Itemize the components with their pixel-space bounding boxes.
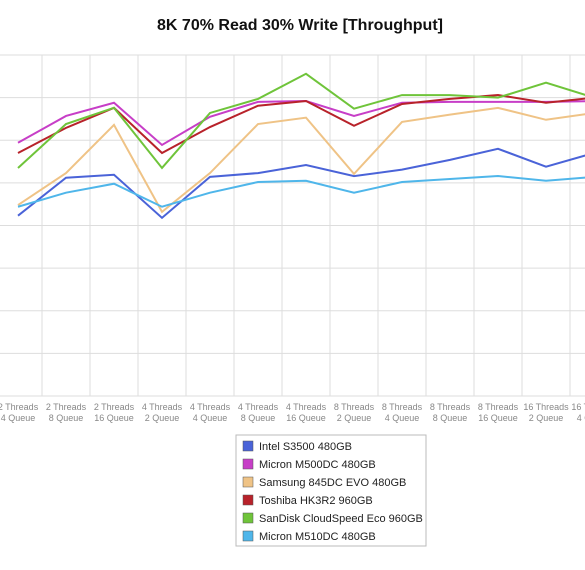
series-line bbox=[17, 147, 585, 220]
x-tick-label: 8 Threads 16 Queue bbox=[478, 402, 519, 423]
x-tick-line: 8 Queue bbox=[241, 413, 276, 423]
x-tick-label: 8 Threads 4 Queue bbox=[382, 402, 423, 423]
x-tick-line: 16 Threads bbox=[571, 402, 585, 412]
legend-label: Intel S3500 480GB bbox=[259, 441, 352, 453]
x-tick-line: 16 Queue bbox=[478, 413, 518, 423]
x-tick-line: 4 Threads bbox=[142, 402, 183, 412]
x-tick-line: 16 Threads bbox=[523, 402, 569, 412]
series-line bbox=[17, 72, 585, 170]
x-tick-line: 2 Queue bbox=[529, 413, 564, 423]
legend-swatch bbox=[242, 512, 254, 524]
legend-swatch bbox=[242, 476, 254, 488]
x-tick-label: 4 Threads 4 Queue bbox=[190, 402, 231, 423]
legend-label: Micron M500DC 480GB bbox=[259, 459, 376, 471]
legend-label: SanDisk CloudSpeed Eco 960GB bbox=[259, 513, 423, 525]
series-line bbox=[17, 175, 585, 208]
x-tick-line: 2 Threads bbox=[46, 402, 87, 412]
x-tick-line: 4 Queue bbox=[1, 413, 36, 423]
x-tick-line: 8 Queue bbox=[433, 413, 468, 423]
legend-swatch bbox=[242, 494, 254, 506]
legend-label: Samsung 845DC EVO 480GB bbox=[259, 477, 406, 489]
x-tick-line: 2 Threads bbox=[0, 402, 39, 412]
x-tick-line: 8 Threads bbox=[430, 402, 471, 412]
x-tick-line: 4 Threads bbox=[286, 402, 327, 412]
series-line bbox=[17, 94, 585, 155]
x-tick-line: 8 Threads bbox=[382, 402, 423, 412]
x-tick-line: 2 Queue bbox=[145, 413, 180, 423]
legend-swatch bbox=[242, 440, 254, 452]
legend-label: Toshiba HK3R2 960GB bbox=[259, 495, 373, 507]
x-tick-label: 16 Threads 2 Queue bbox=[523, 402, 569, 423]
x-tick-line: 4 Queue bbox=[385, 413, 420, 423]
x-tick-label: 2 Threads 4 Queue bbox=[0, 402, 39, 423]
legend-label: Micron M510DC 480GB bbox=[259, 531, 376, 543]
x-tick-line: 8 Queue bbox=[49, 413, 84, 423]
x-tick-label: 4 Threads 8 Queue bbox=[238, 402, 279, 423]
x-tick-label: 4 Threads 16 Queue bbox=[286, 402, 327, 423]
x-tick-label: 2 Threads 8 Queue bbox=[46, 402, 87, 423]
chart-title: 8K 70% Read 30% Write [Throughput] bbox=[157, 17, 443, 34]
x-tick-line: 4 Threads bbox=[238, 402, 279, 412]
x-tick-label: 4 Threads 2 Queue bbox=[142, 402, 183, 423]
x-tick-label: 2 Threads 16 Queue bbox=[94, 402, 135, 423]
legend bbox=[235, 434, 427, 547]
x-tick-line: 2 Queue bbox=[337, 413, 372, 423]
x-tick-label: 8 Threads 8 Queue bbox=[430, 402, 471, 423]
series-line bbox=[17, 106, 585, 214]
legend-swatch bbox=[242, 458, 254, 470]
x-tick-line: 16 Queue bbox=[94, 413, 134, 423]
x-tick-line: 2 Threads bbox=[94, 402, 135, 412]
legend-swatch bbox=[242, 530, 254, 542]
x-tick-line: 4 Threads bbox=[190, 402, 231, 412]
x-tick-line: 8 Threads bbox=[334, 402, 375, 412]
x-tick-line: 4 Queue bbox=[577, 413, 585, 423]
x-tick-line: 8 Threads bbox=[478, 402, 519, 412]
x-tick-label: 8 Threads 2 Queue bbox=[334, 402, 375, 423]
x-tick-line: 4 Queue bbox=[193, 413, 228, 423]
x-tick-line: 16 Queue bbox=[286, 413, 326, 423]
